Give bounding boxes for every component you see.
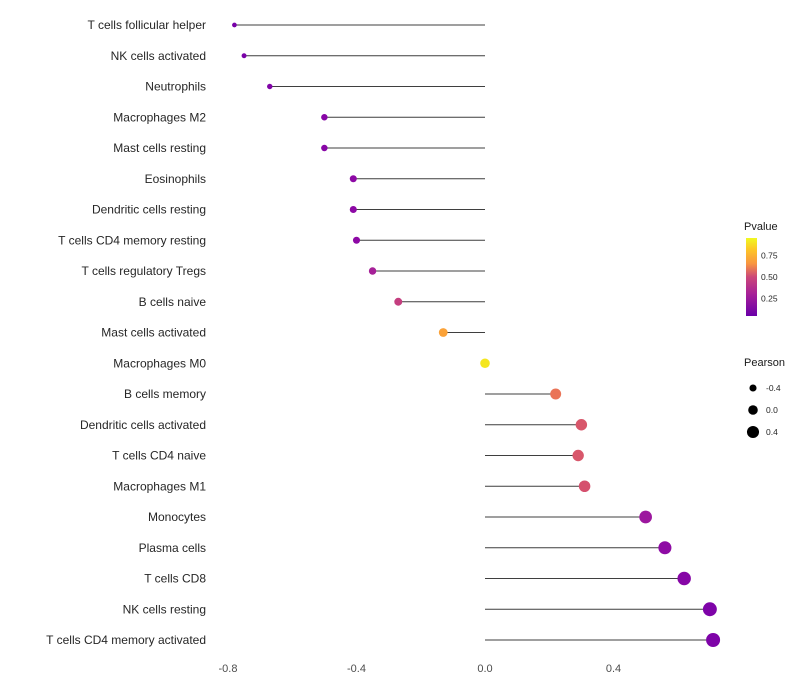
category-label: Mast cells activated — [101, 326, 206, 340]
pearson-legend-title: Pearson — [744, 357, 785, 369]
lollipop-dot — [578, 480, 591, 493]
category-label: T cells CD8 — [144, 572, 206, 586]
pearson-legend-dot — [749, 384, 757, 392]
category-label: Dendritic cells resting — [92, 203, 206, 217]
lollipop-dot — [480, 358, 490, 369]
x-axis: -0.8 -0.4 0.0 0.4 — [219, 663, 622, 675]
category-label: Neutrophils — [145, 80, 206, 94]
lollipop-dot — [321, 114, 328, 121]
pearson-legend-dot — [746, 425, 760, 439]
lollipop-dot — [658, 541, 672, 555]
pearson-legend-dot — [748, 405, 758, 415]
lollipop-dot — [352, 236, 361, 244]
category-label: T cells CD4 memory resting — [58, 233, 206, 247]
lollipop-dot — [572, 449, 584, 462]
category-label: Macrophages M2 — [113, 110, 206, 124]
lollipop-dot — [639, 510, 652, 524]
pvalue-legend-ticks: 0.75 0.50 0.25 — [761, 250, 778, 303]
category-label: Macrophages M0 — [113, 356, 206, 370]
pearson-legend-entries: -0.4 0.0 0.4 — [746, 383, 781, 439]
category-label: T cells CD4 memory activated — [46, 633, 206, 647]
lollipop-dot — [267, 83, 273, 90]
lollipop-dot — [349, 175, 357, 183]
category-label: T cells CD4 naive — [112, 449, 206, 463]
lollipop-dot — [368, 267, 377, 275]
pearson-tick-label: 0.0 — [766, 405, 778, 415]
x-tick-label: 0.0 — [477, 663, 492, 675]
category-label: Plasma cells — [139, 541, 206, 555]
pvalue-legend-title: Pvalue — [744, 221, 778, 233]
x-tick-label: -0.8 — [219, 663, 238, 675]
lollipop-dot — [232, 22, 237, 28]
lollipop-dot — [321, 144, 328, 152]
lollipop-dot — [706, 633, 721, 647]
lollipop-dot — [550, 388, 562, 400]
pearson-tick-label: -0.4 — [766, 383, 781, 393]
category-label: Mast cells resting — [113, 141, 206, 155]
pvalue-gradient-bar — [746, 238, 757, 316]
x-tick-label: -0.4 — [347, 663, 366, 675]
lollipop-dot — [241, 53, 247, 59]
pvalue-tick-label: 0.25 — [761, 294, 778, 304]
pvalue-tick-label: 0.50 — [761, 272, 778, 282]
lollipop-dot — [702, 602, 717, 617]
category-label: Dendritic cells activated — [80, 418, 206, 432]
lollipop-dot — [575, 419, 588, 431]
pvalue-tick-label: 0.75 — [761, 250, 778, 260]
lollipop-dot — [349, 205, 357, 214]
plot-area — [232, 22, 721, 647]
pearson-tick-label: 0.4 — [766, 427, 778, 437]
category-label: NK cells resting — [123, 602, 206, 616]
category-label: Monocytes — [148, 510, 206, 524]
pearson-size-legend: Pearson -0.4 0.0 0.4 — [744, 357, 785, 439]
lollipop-dot — [394, 297, 403, 306]
category-label: T cells follicular helper — [88, 18, 207, 32]
category-label: NK cells activated — [111, 49, 206, 63]
category-label: B cells naive — [139, 295, 207, 309]
category-label: Eosinophils — [145, 172, 206, 186]
category-label: B cells memory — [124, 387, 206, 401]
y-axis: T cells follicular helper NK cells activa… — [46, 18, 206, 647]
lollipop-dot — [438, 328, 448, 337]
category-label: Macrophages M1 — [113, 479, 206, 493]
x-tick-label: 0.4 — [606, 663, 621, 675]
lollipop-dot — [677, 571, 691, 586]
pvalue-color-legend: Pvalue 0.75 0.50 0.25 — [744, 221, 778, 316]
category-label: T cells regulatory Tregs — [82, 264, 207, 278]
